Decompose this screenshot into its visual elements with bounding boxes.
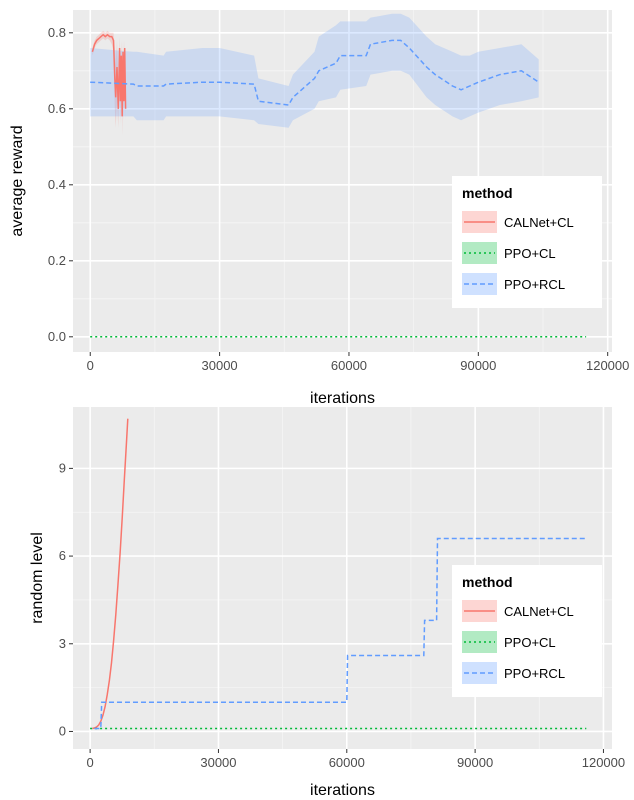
legend-box: [452, 176, 602, 308]
x-tick-label: 120000: [586, 358, 629, 373]
band-2: [90, 13, 539, 128]
x-axis-title: iterations: [310, 782, 375, 799]
legend-label: CALNet+CL: [504, 604, 574, 619]
legend-box: [452, 565, 602, 697]
y-tick-label: 0.8: [48, 25, 66, 40]
x-tick-label: 60000: [331, 358, 367, 373]
y-tick-label: 0.6: [48, 101, 66, 116]
x-tick-label: 30000: [200, 755, 236, 770]
y-tick-label: 3: [59, 636, 66, 651]
y-tick-label: 0.2: [48, 253, 66, 268]
chart-random-level: 0 30000 60000 90000 120000 0 3 6 9 iterations rand…: [29, 407, 625, 799]
band-0: [92, 30, 126, 136]
y-tick-label: 0: [59, 723, 66, 738]
x-tick-label: 90000: [460, 358, 496, 373]
y-tick-label: 0.0: [48, 329, 66, 344]
y-tick-label: 0.4: [48, 177, 66, 192]
x-tick-label: 120000: [582, 755, 625, 770]
x-tick-label: 60000: [329, 755, 365, 770]
x-tick-label: 0: [87, 358, 94, 373]
legend-label: PPO+RCL: [504, 277, 565, 292]
legend: method CALNet+CL PPO+CL PPO+RCL: [452, 176, 602, 308]
legend-key-bg: [462, 662, 497, 684]
legend-label: CALNet+CL: [504, 215, 574, 230]
legend-label: PPO+RCL: [504, 666, 565, 681]
series-line-0: [91, 33, 127, 117]
legend-label: PPO+CL: [504, 246, 556, 261]
legend: method CALNet+CL PPO+CL PPO+RCL: [452, 565, 602, 697]
x-tick-label: 90000: [457, 755, 493, 770]
y-tick-label: 9: [59, 460, 66, 475]
y-axis-title: random level: [29, 532, 46, 624]
x-tick-label: 0: [86, 755, 93, 770]
y-axis-title: average reward: [9, 125, 26, 236]
legend-label: PPO+CL: [504, 635, 556, 650]
chart-average-reward: 0 30000 60000 90000 120000 0.0 0.2 0.4 0.6 0.8 ite…: [9, 10, 629, 407]
legend-title: method: [462, 185, 513, 201]
x-axis-title: iterations: [310, 390, 375, 407]
y-tick-label: 6: [59, 548, 66, 563]
series-line-0: [92, 418, 129, 730]
legend-key-bg: [462, 273, 497, 295]
legend-title: method: [462, 574, 513, 590]
series-line-2: [94, 537, 587, 730]
x-tick-label: 30000: [202, 358, 238, 373]
